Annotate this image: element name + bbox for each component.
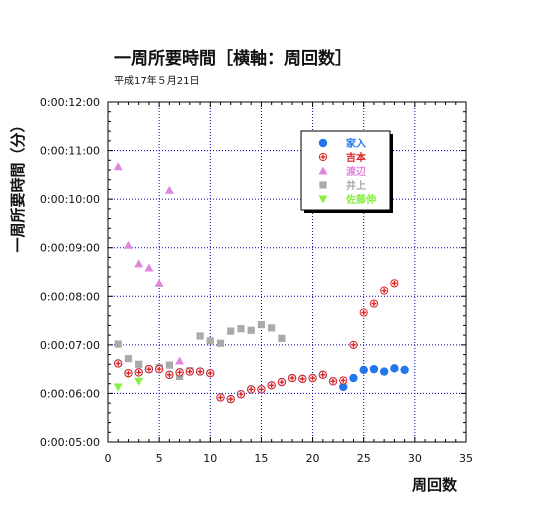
y-tick-label: 0:00:10:00: [40, 193, 100, 206]
x-axis-label: 周回数: [412, 476, 458, 494]
y-tick-label: 0:00:11:00: [40, 145, 100, 158]
data-points: [113, 162, 409, 404]
data-point: [359, 308, 368, 317]
y-tick-label: 0:00:08:00: [40, 290, 100, 303]
data-point: [165, 361, 173, 369]
x-tick-label: 25: [357, 452, 371, 465]
data-point: [185, 367, 194, 376]
plot-frame: [107, 101, 467, 443]
axis-ticks: 0 5 10 15 20 25 30 35 0:00:05:00 0:00:06:00 0:00:0…: [40, 96, 473, 465]
data-point: [390, 279, 399, 288]
data-point: [206, 369, 215, 378]
data-point: [227, 327, 235, 335]
legend-label: 佐藤伸: [345, 193, 376, 206]
legend-marker: [318, 195, 328, 204]
data-point: [135, 360, 143, 368]
grid: [108, 102, 466, 442]
legend-box: [300, 130, 391, 211]
data-point: [257, 321, 266, 329]
data-point: [308, 373, 317, 383]
data-point: [195, 367, 205, 376]
data-point: [339, 376, 348, 385]
x-tick-label: 20: [306, 452, 320, 465]
x-tick-label: 5: [156, 452, 163, 465]
data-point: [267, 381, 276, 390]
legend-label: 吉本: [346, 151, 367, 164]
y-axis-label: 一周所要時間（分）: [9, 117, 27, 252]
x-tick-label: 15: [254, 452, 268, 465]
y-tick-label: 0:00:05:00: [40, 436, 100, 449]
data-point: [123, 240, 133, 249]
y-tick-label: 0:00:09:00: [40, 242, 100, 255]
data-point: [390, 364, 399, 373]
chart-subtitle: 平成17年５月21日: [114, 74, 199, 87]
data-point: [247, 326, 255, 334]
data-point: [216, 393, 225, 402]
data-point: [134, 377, 144, 386]
data-point: [318, 370, 327, 379]
data-point: [339, 382, 348, 392]
data-point: [349, 373, 358, 383]
x-tick-label: 10: [203, 452, 217, 465]
data-point: [113, 383, 123, 392]
chart-title: 一周所要時間［横軸：周回数］: [114, 48, 352, 69]
data-point: [268, 324, 276, 332]
data-point: [113, 162, 123, 171]
data-point: [277, 377, 286, 387]
data-point: [134, 368, 143, 377]
legend-label: 渡辺: [346, 165, 366, 178]
data-point: [379, 367, 389, 376]
data-point: [154, 278, 164, 287]
data-point: [349, 340, 358, 349]
x-tick-label: 30: [408, 452, 422, 465]
data-point: [380, 286, 389, 295]
legend-label: 井上: [346, 179, 366, 192]
data-point: [114, 340, 122, 348]
data-point: [400, 365, 409, 375]
data-point: [196, 332, 204, 340]
data-point: [134, 259, 144, 268]
legend-marker: [318, 152, 328, 162]
data-point: [288, 373, 297, 383]
data-point: [124, 369, 133, 378]
data-point: [175, 368, 184, 377]
data-point: [278, 334, 286, 342]
data-point: [114, 359, 123, 368]
data-point: [257, 385, 266, 394]
data-point: [124, 355, 133, 363]
y-tick-label: 0:00:06:00: [40, 387, 100, 400]
data-point: [226, 394, 235, 404]
y-tick-label: 0:00:12:00: [40, 96, 100, 109]
data-point: [165, 370, 174, 379]
data-point: [164, 185, 174, 194]
x-tick-label: 35: [459, 452, 473, 465]
data-point: [247, 385, 256, 394]
data-point: [155, 365, 164, 374]
legend-marker: [319, 181, 327, 189]
data-point: [206, 337, 214, 345]
data-point: [236, 390, 246, 399]
data-point: [298, 374, 307, 383]
data-point: [328, 377, 338, 386]
data-point: [369, 364, 379, 374]
legend-marker: [318, 166, 328, 175]
legend-label: 家入: [346, 137, 366, 150]
data-point: [144, 263, 154, 272]
data-point: [175, 356, 185, 365]
data-point: [359, 365, 368, 375]
x-tick-label: 0: [105, 452, 112, 465]
legend-marker: [318, 138, 328, 148]
data-point: [216, 339, 225, 347]
data-point: [144, 365, 154, 374]
data-point: [369, 299, 379, 308]
y-tick-label: 0:00:07:00: [40, 339, 100, 352]
data-point: [237, 325, 245, 333]
